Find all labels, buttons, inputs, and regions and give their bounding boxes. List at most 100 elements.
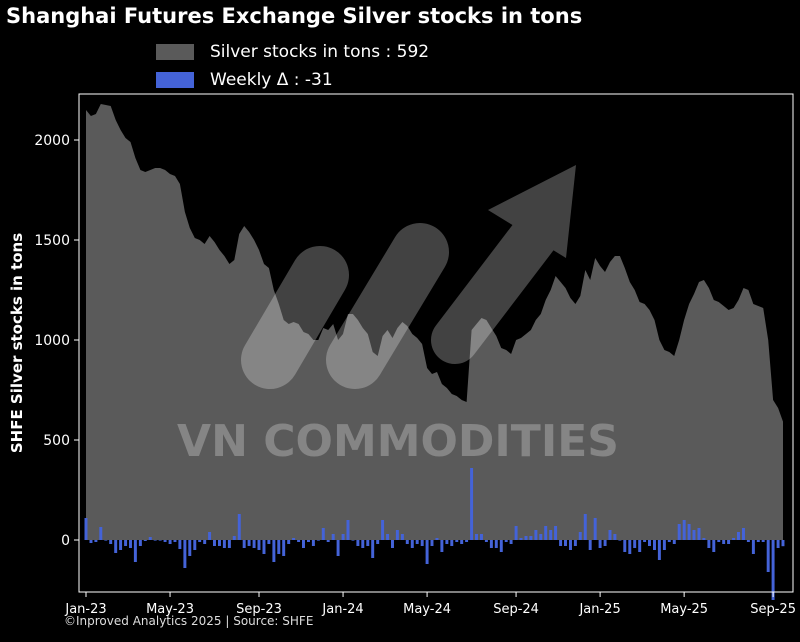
weekly-delta-bar <box>593 518 597 540</box>
weekly-delta-bar <box>198 540 202 542</box>
weekly-delta-bar <box>99 527 103 540</box>
weekly-delta-bar <box>114 540 118 553</box>
weekly-delta-bar <box>598 540 602 548</box>
weekly-delta-bar <box>321 528 325 540</box>
weekly-delta-bar <box>687 524 691 540</box>
footer-credit: ©Inproved Analytics 2025 | Source: SHFE <box>64 614 314 628</box>
legend-item-weekly-delta: Weekly Δ : -31 <box>156 66 429 94</box>
weekly-delta-bar <box>662 540 666 550</box>
weekly-delta-bar <box>129 540 132 548</box>
legend-label-stocks: Silver stocks in tons : 592 <box>210 42 430 62</box>
x-tick-label: Jan-24 <box>321 602 363 617</box>
weekly-delta-bar <box>307 540 310 542</box>
weekly-delta-bar <box>682 520 686 540</box>
weekly-delta-bar <box>287 540 291 544</box>
weekly-delta-bar <box>633 540 637 548</box>
weekly-delta-bar <box>564 540 567 546</box>
x-tick-label: Sep-25 <box>750 602 796 617</box>
weekly-delta-bar <box>173 540 177 542</box>
weekly-delta-bar <box>341 534 345 540</box>
weekly-delta-bar <box>484 540 488 542</box>
x-tick-label: Sep-23 <box>236 602 282 617</box>
weekly-delta-bar <box>267 540 271 544</box>
weekly-delta-bar <box>361 540 365 548</box>
weekly-delta-bar <box>489 540 493 548</box>
weekly-delta-bar <box>554 526 558 540</box>
weekly-delta-bar <box>445 540 449 544</box>
weekly-delta-bar <box>672 540 676 544</box>
legend-swatch-stocks <box>156 44 194 60</box>
weekly-delta-bar <box>653 540 656 550</box>
weekly-delta-bar <box>648 540 651 546</box>
watermark-logo: VN COMMODITIES <box>177 165 619 467</box>
weekly-delta-bar <box>544 526 548 540</box>
weekly-delta-bar <box>188 540 192 556</box>
weekly-delta-bar <box>707 540 711 548</box>
weekly-delta-bar <box>766 540 770 572</box>
weekly-delta-bar <box>677 524 681 540</box>
y-tick-label: 2000 <box>34 133 70 149</box>
weekly-delta-bar <box>109 540 113 544</box>
weekly-delta-bar <box>509 540 513 544</box>
weekly-delta-bar <box>89 540 93 543</box>
watermark-stroke <box>326 223 449 389</box>
legend-swatch-weekly-delta <box>156 72 194 88</box>
weekly-delta-bar <box>237 514 241 540</box>
weekly-delta-bar <box>499 540 503 552</box>
y-tick-label: 1000 <box>34 333 70 349</box>
y-axis-label: SHFE Silver stocks in tons <box>8 233 26 453</box>
weekly-delta-bar <box>539 534 543 540</box>
weekly-delta-bar <box>588 540 592 550</box>
weekly-delta-bar <box>756 540 760 542</box>
weekly-delta-bar <box>742 528 745 540</box>
weekly-delta-bar <box>618 540 622 541</box>
weekly-delta-bar <box>737 532 740 540</box>
x-tick-label: Sep-24 <box>493 602 539 617</box>
weekly-delta-bar <box>623 540 627 552</box>
weekly-delta-bar <box>148 537 152 540</box>
weekly-delta-bar <box>153 540 157 541</box>
weekly-delta-bar <box>94 540 98 542</box>
weekly-delta-bar <box>208 532 212 540</box>
weekly-delta-bar <box>272 540 276 562</box>
weekly-delta-bar <box>262 540 266 554</box>
weekly-delta-bar <box>761 540 765 542</box>
weekly-delta-bar <box>643 540 647 542</box>
weekly-delta-bar <box>302 540 305 548</box>
weekly-delta-bar <box>776 540 780 548</box>
weekly-delta-bar <box>415 540 419 544</box>
weekly-delta-bar <box>732 538 736 540</box>
weekly-delta-bar <box>203 540 207 544</box>
weekly-delta-bar <box>104 540 108 541</box>
y-tick-label: 1500 <box>34 233 70 249</box>
weekly-delta-bar <box>727 540 731 544</box>
weekly-delta-bar <box>529 536 533 540</box>
weekly-delta-bar <box>311 540 315 546</box>
weekly-delta-bar <box>667 540 671 542</box>
watermark-stroke <box>241 246 349 389</box>
weekly-delta-bar <box>193 540 197 550</box>
plot-frame <box>78 93 794 593</box>
legend-label-weekly-delta: Weekly Δ : -31 <box>210 70 333 90</box>
watermark-arrow-shaft <box>431 211 559 364</box>
legend-item-stocks: Silver stocks in tons : 592 <box>156 38 429 66</box>
weekly-delta-bar <box>410 540 414 548</box>
weekly-delta-bar <box>405 540 409 544</box>
weekly-delta-bar <box>227 540 231 548</box>
weekly-delta-bar <box>559 540 563 546</box>
y-tick-label: 0 <box>61 533 70 549</box>
weekly-delta-bar <box>386 534 390 540</box>
weekly-delta-bar <box>277 540 281 554</box>
x-tick-label: Jan-23 <box>64 602 106 617</box>
x-tick-label: May-25 <box>660 602 708 617</box>
weekly-delta-bar <box>346 520 350 540</box>
weekly-delta-bar <box>697 528 701 540</box>
weekly-delta-bar <box>366 540 370 546</box>
weekly-delta-bar <box>475 534 478 540</box>
watermark-text: VN COMMODITIES <box>177 416 619 467</box>
weekly-delta-bar <box>331 534 335 540</box>
weekly-delta-bar <box>534 530 538 540</box>
weekly-delta-bar <box>242 540 246 548</box>
weekly-delta-bar <box>440 540 444 552</box>
